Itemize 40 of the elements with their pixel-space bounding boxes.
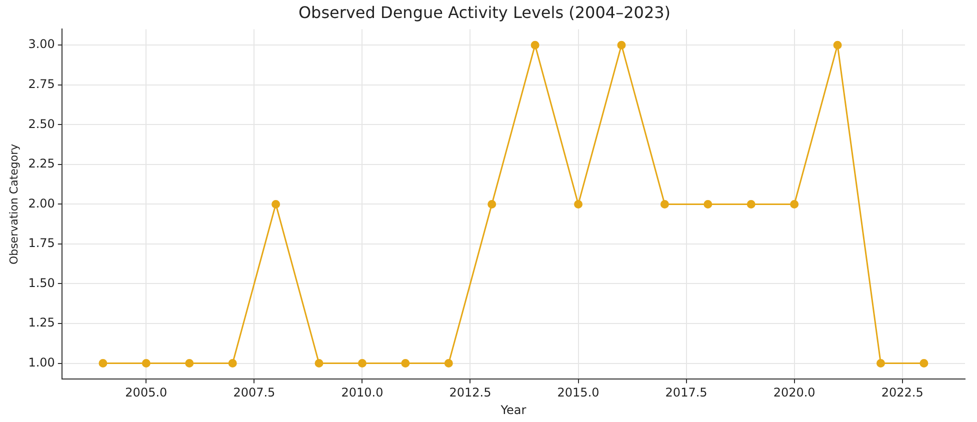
y-tick-label: 1.25	[28, 316, 55, 330]
point	[444, 359, 453, 368]
x-tick-label: 2020.0	[773, 386, 816, 400]
point	[272, 200, 280, 208]
point	[790, 200, 799, 208]
x-tick-label: 2015.0	[557, 386, 600, 400]
y-tick-label: 3.00	[28, 37, 55, 52]
y-tick-label: 2.25	[28, 156, 55, 171]
x-tick-label: 2010.0	[341, 386, 384, 400]
point	[358, 359, 366, 368]
point	[746, 200, 756, 208]
point	[98, 359, 108, 368]
x-tick-label: 2017.5	[665, 386, 708, 400]
point	[920, 359, 928, 368]
point	[833, 40, 842, 50]
x-tick-label: 2005.0	[125, 386, 168, 400]
chart-title: Observed Dengue Activity Levels (2004–2023)	[298, 2, 671, 22]
point	[660, 200, 669, 208]
point	[228, 359, 237, 368]
y-tick-label: 2.75	[28, 77, 55, 92]
point	[574, 200, 583, 208]
y-tick-label: 2.50	[28, 116, 55, 131]
point	[185, 359, 194, 368]
x-tick-label: 2007.5	[233, 386, 276, 400]
y-tick-label: 2.00	[28, 196, 55, 210]
y-tick-label: 1.75	[28, 236, 55, 250]
point	[704, 200, 712, 208]
point	[401, 359, 410, 368]
point	[488, 200, 496, 208]
point	[876, 359, 885, 368]
y-axis-title: Observation Category	[7, 143, 20, 265]
point	[617, 40, 626, 50]
y-tick-label: 1.50	[28, 276, 55, 290]
x-tick-label: 2012.5	[449, 386, 492, 400]
x-axis-title: Year	[500, 402, 526, 417]
x-tick-label: 2022.5	[881, 386, 924, 400]
point	[530, 40, 540, 50]
y-tick-label: 1.00	[28, 355, 55, 370]
point	[142, 359, 150, 368]
point	[314, 359, 324, 368]
